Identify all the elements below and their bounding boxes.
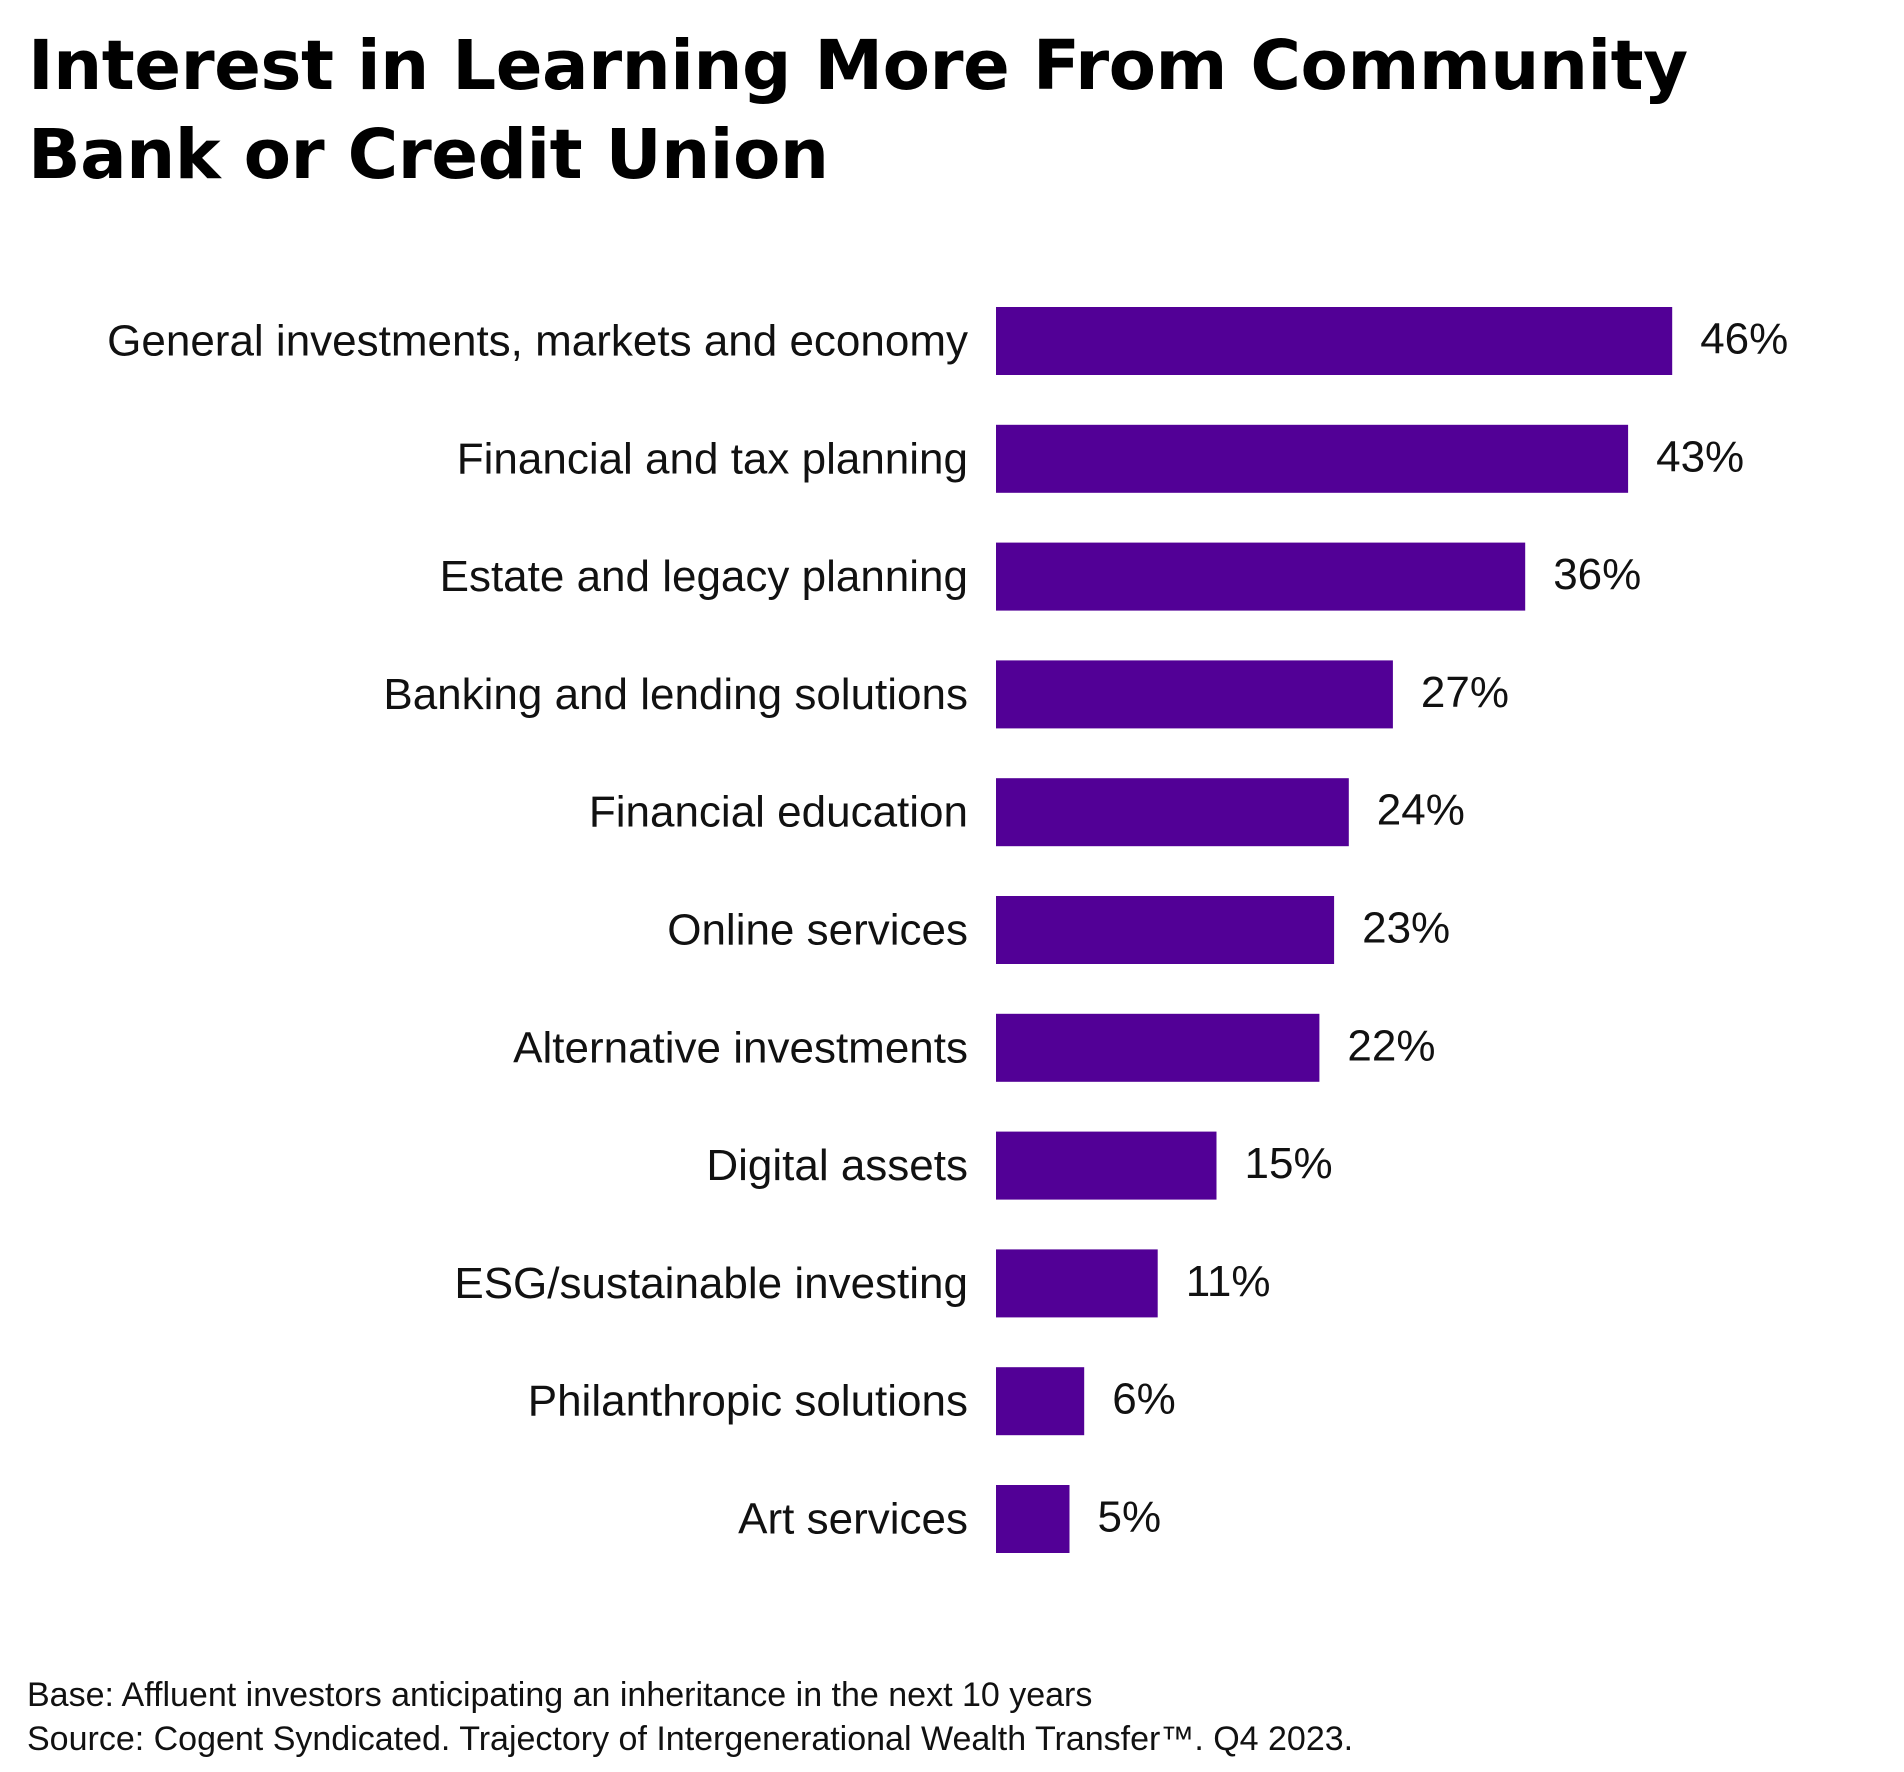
category-label: Art services <box>738 1495 968 1544</box>
value-labels: 46% 43% 36% 27% 24% 23% 22% 15% 11% 6% 5% <box>1098 315 1789 1542</box>
value-label: 43% <box>1656 432 1744 481</box>
bar <box>996 660 1393 729</box>
category-label: Philanthropic solutions <box>528 1377 968 1426</box>
bar <box>996 778 1349 847</box>
bar <box>996 1131 1217 1200</box>
bar <box>996 542 1526 611</box>
value-label: 24% <box>1377 786 1465 835</box>
footnote-base: Base: Affluent investors anticipating an… <box>27 1676 1093 1714</box>
value-label: 46% <box>1700 315 1788 364</box>
value-label: 22% <box>1347 1021 1435 1070</box>
category-label: Alternative investments <box>513 1023 968 1072</box>
bar <box>996 307 1673 375</box>
value-label: 27% <box>1421 668 1509 717</box>
value-label: 23% <box>1362 904 1450 953</box>
category-label: Banking and lending solutions <box>383 670 968 719</box>
bar <box>996 1249 1158 1318</box>
bar <box>996 896 1335 964</box>
bar <box>996 1485 1070 1553</box>
category-label: General investments, markets and economy <box>107 317 968 366</box>
value-label: 5% <box>1098 1493 1162 1542</box>
bars <box>996 307 1673 1553</box>
value-label: 36% <box>1553 550 1641 599</box>
bar-chart: General investments, markets and economy… <box>107 307 1789 1553</box>
category-label: Online services <box>667 906 968 955</box>
value-label: 11% <box>1186 1257 1271 1306</box>
chart-title: Interest in Learning More From Community… <box>28 26 1688 195</box>
category-label: Digital assets <box>706 1141 968 1190</box>
bar <box>996 1013 1320 1082</box>
bar <box>996 1367 1085 1436</box>
category-label: ESG/sustainable investing <box>454 1259 968 1308</box>
bar <box>996 424 1629 493</box>
value-label: 6% <box>1112 1375 1176 1424</box>
category-label: Financial education <box>589 788 968 837</box>
category-labels: General investments, markets and economy… <box>107 317 968 1544</box>
footnote-source: Source: Cogent Syndicated. Trajectory of… <box>27 1720 1354 1758</box>
category-label: Financial and tax planning <box>457 434 968 483</box>
category-label: Estate and legacy planning <box>440 552 968 601</box>
value-label: 15% <box>1245 1139 1333 1188</box>
